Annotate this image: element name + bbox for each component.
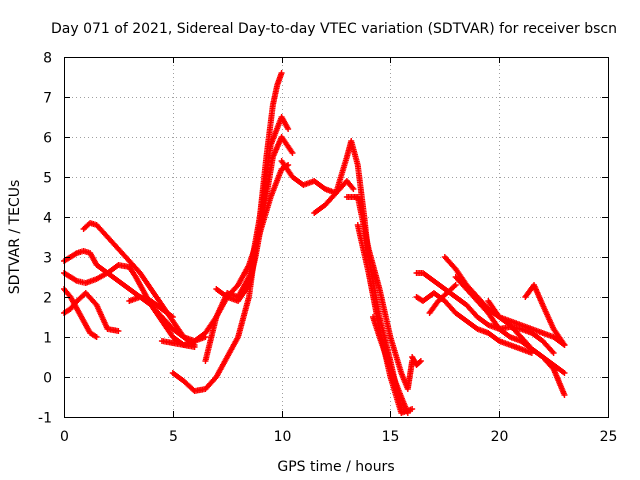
x-tick-label: 25 bbox=[600, 429, 618, 445]
data-point bbox=[93, 334, 100, 340]
y-tick-labels: -1 0 1 2 3 4 5 6 7 8 bbox=[38, 51, 52, 427]
data-point bbox=[278, 70, 285, 76]
x-tick-label: 5 bbox=[169, 429, 178, 445]
data-point bbox=[561, 392, 568, 398]
data-point bbox=[416, 359, 423, 365]
data-point bbox=[452, 282, 459, 288]
series-track-s bbox=[441, 254, 568, 398]
x-tick-label: 10 bbox=[274, 429, 292, 445]
series-track-v bbox=[522, 282, 568, 348]
data-point bbox=[550, 350, 557, 356]
y-tick-label: -1 bbox=[38, 411, 52, 427]
series-track-p bbox=[409, 354, 424, 368]
data-point bbox=[115, 328, 122, 334]
y-tick-label: 2 bbox=[43, 291, 52, 307]
data-point bbox=[169, 314, 176, 320]
data-point bbox=[417, 358, 424, 364]
x-tick-labels: 0 5 10 15 20 25 bbox=[60, 429, 617, 445]
series-track-m bbox=[343, 194, 416, 392]
series-track-w bbox=[426, 282, 459, 316]
x-tick-label: 0 bbox=[60, 429, 69, 445]
data-point bbox=[409, 406, 416, 412]
series-track-g bbox=[158, 162, 292, 348]
y-tick-label: 5 bbox=[43, 171, 52, 187]
y-tick-label: 1 bbox=[43, 331, 52, 347]
data-point bbox=[191, 344, 198, 350]
plot-frame bbox=[64, 57, 609, 418]
series-track-t bbox=[452, 274, 568, 376]
x-tick-label: 20 bbox=[491, 429, 509, 445]
series-track-j bbox=[213, 134, 296, 304]
y-tick-label: 0 bbox=[43, 371, 52, 387]
series-track-k bbox=[278, 158, 357, 196]
series-track-f bbox=[126, 294, 176, 320]
series-track-o bbox=[369, 314, 411, 416]
data-point bbox=[561, 370, 568, 376]
y-tick-label: 3 bbox=[43, 251, 52, 267]
chart-title: Day 071 of 2021, Sidereal Day-to-day VTE… bbox=[51, 21, 617, 37]
axis-ticks bbox=[64, 57, 609, 418]
data-point bbox=[285, 126, 292, 132]
data-point bbox=[561, 342, 568, 348]
series-track-q bbox=[413, 270, 557, 356]
data-point bbox=[350, 186, 357, 192]
y-axis-label: SDTVAR / TECUs bbox=[7, 180, 23, 295]
x-tick-label: 15 bbox=[382, 429, 400, 445]
data-points bbox=[61, 70, 568, 416]
x-axis-label: GPS time / hours bbox=[277, 459, 394, 475]
data-point bbox=[289, 150, 296, 156]
series-track-u bbox=[485, 298, 568, 348]
y-tick-label: 8 bbox=[43, 51, 52, 67]
grid bbox=[64, 57, 608, 417]
y-tick-label: 6 bbox=[43, 131, 52, 147]
y-tick-label: 7 bbox=[43, 91, 52, 107]
data-point bbox=[451, 283, 458, 290]
series-track-c bbox=[61, 262, 198, 350]
y-tick-label: 4 bbox=[43, 211, 52, 227]
data-point bbox=[404, 410, 411, 416]
